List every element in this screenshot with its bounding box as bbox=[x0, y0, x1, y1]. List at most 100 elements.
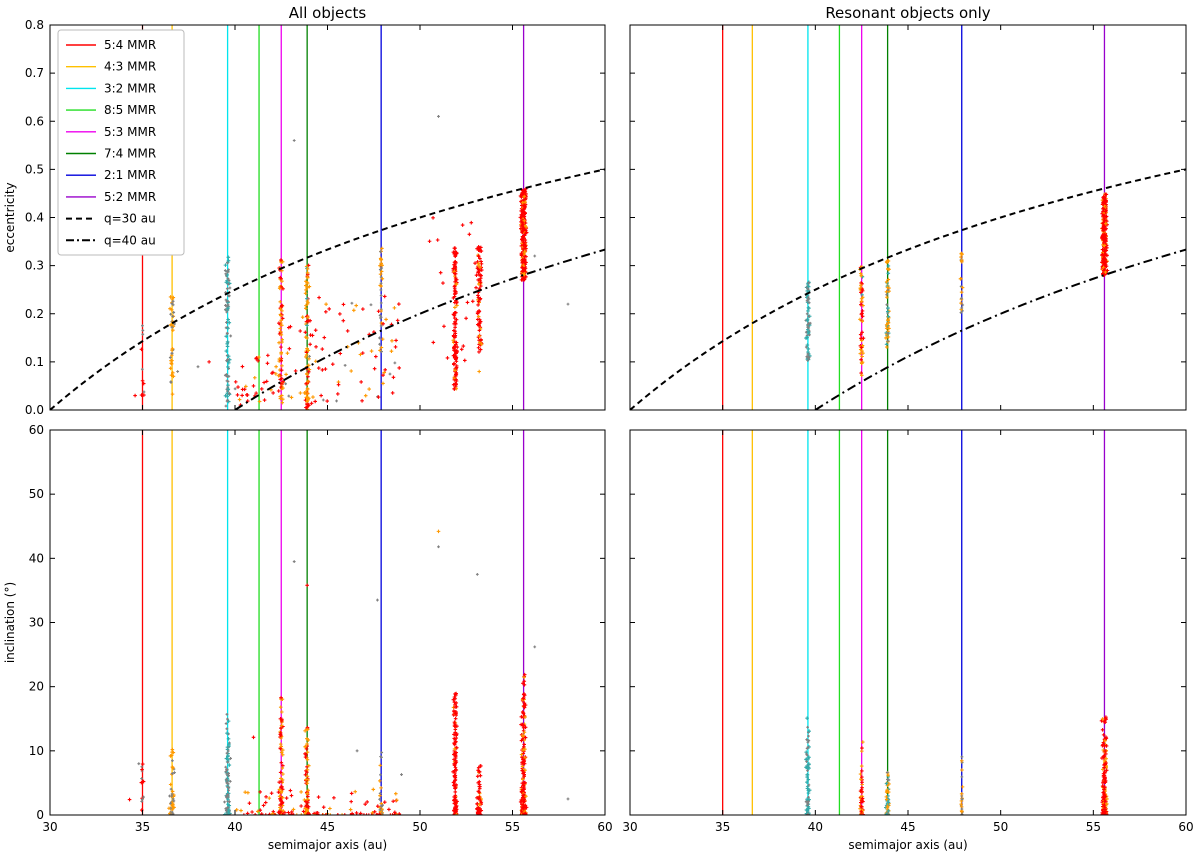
data-point bbox=[518, 194, 523, 198]
data-point bbox=[479, 245, 483, 250]
data-point bbox=[477, 328, 482, 333]
data-point bbox=[380, 350, 383, 353]
data-point bbox=[453, 761, 457, 766]
data-point bbox=[255, 809, 260, 814]
data-point bbox=[1101, 202, 1106, 207]
data-point bbox=[343, 363, 347, 367]
data-point bbox=[240, 393, 244, 398]
data-point bbox=[1104, 768, 1109, 773]
data-point bbox=[452, 808, 456, 813]
data-point bbox=[521, 734, 525, 738]
data-point bbox=[304, 777, 308, 782]
data-point bbox=[805, 335, 809, 340]
data-point bbox=[521, 799, 526, 804]
data-point bbox=[452, 313, 457, 318]
data-point bbox=[226, 365, 230, 369]
data-point bbox=[168, 295, 173, 299]
data-point bbox=[884, 812, 889, 815]
x-axis-label: semimajor axis (au) bbox=[848, 838, 967, 852]
data-point bbox=[453, 790, 458, 794]
data-point bbox=[283, 810, 287, 815]
data-point bbox=[306, 348, 311, 353]
data-point bbox=[267, 796, 272, 800]
data-point bbox=[365, 800, 369, 804]
data-point bbox=[478, 319, 483, 324]
data-point bbox=[271, 809, 276, 814]
data-point bbox=[381, 381, 385, 386]
data-point bbox=[142, 795, 145, 799]
data-point bbox=[311, 395, 315, 399]
data-point bbox=[171, 750, 176, 755]
data-point bbox=[805, 752, 808, 756]
data-point bbox=[226, 270, 229, 274]
data-point bbox=[306, 263, 311, 268]
panel-eccentricity-resonant-only: Resonant objects only bbox=[629, 4, 1187, 411]
data-point bbox=[885, 295, 889, 300]
data-point bbox=[807, 357, 811, 361]
data-point bbox=[807, 729, 811, 733]
data-point bbox=[393, 361, 397, 365]
data-point bbox=[226, 282, 230, 286]
data-point bbox=[262, 380, 266, 385]
data-point bbox=[522, 227, 526, 231]
data-point bbox=[281, 286, 285, 291]
data-point bbox=[453, 280, 457, 284]
data-point bbox=[336, 382, 341, 387]
data-point bbox=[304, 283, 308, 288]
data-point bbox=[139, 347, 144, 352]
data-point bbox=[477, 784, 482, 789]
data-point bbox=[1100, 717, 1105, 721]
data-point bbox=[476, 293, 480, 298]
data-point bbox=[289, 793, 294, 798]
data-point bbox=[242, 813, 246, 815]
data-point bbox=[860, 749, 864, 753]
data-point bbox=[229, 757, 232, 760]
legend-entry: 3:2 MMR bbox=[104, 81, 156, 95]
data-point bbox=[225, 731, 229, 736]
data-point bbox=[521, 235, 525, 239]
data-point bbox=[476, 299, 481, 304]
data-point bbox=[1103, 785, 1107, 790]
data-point bbox=[519, 212, 524, 217]
data-point bbox=[170, 302, 174, 305]
legend: 5:4 MMR 4:3 MMR 3:2 MMR 8:5 MMR 5:3 MMR 7:4 M… bbox=[57, 29, 185, 256]
legend-entry: 4:3 MMR bbox=[104, 60, 156, 74]
data-point bbox=[519, 209, 523, 213]
data-point bbox=[806, 740, 810, 744]
data-point bbox=[453, 311, 457, 315]
data-point bbox=[521, 240, 526, 245]
data-point bbox=[533, 645, 537, 649]
data-point bbox=[523, 188, 527, 192]
data-point bbox=[806, 777, 811, 782]
data-point bbox=[452, 246, 457, 250]
data-point bbox=[436, 529, 441, 534]
data-point bbox=[170, 810, 174, 814]
data-point bbox=[388, 813, 393, 815]
data-point bbox=[806, 287, 810, 291]
data-point bbox=[885, 789, 889, 793]
data-point bbox=[280, 364, 284, 368]
data-point bbox=[961, 303, 965, 307]
data-point bbox=[224, 722, 228, 725]
data-point bbox=[859, 338, 864, 343]
data-point bbox=[1103, 257, 1107, 262]
data-point bbox=[167, 806, 171, 811]
data-point bbox=[169, 312, 173, 316]
data-point bbox=[521, 793, 525, 797]
data-point bbox=[1102, 196, 1107, 201]
data-point bbox=[278, 705, 283, 709]
data-point bbox=[453, 322, 458, 326]
data-point bbox=[960, 755, 964, 759]
data-point bbox=[370, 811, 375, 815]
data-point bbox=[451, 770, 455, 774]
data-point bbox=[454, 377, 458, 382]
data-point bbox=[281, 772, 285, 776]
data-point bbox=[308, 333, 313, 337]
data-point bbox=[1101, 214, 1105, 218]
data-point bbox=[522, 786, 527, 790]
data-point bbox=[859, 283, 863, 288]
data-point bbox=[520, 768, 525, 773]
data-point bbox=[452, 736, 457, 741]
data-point bbox=[454, 300, 459, 305]
data-point bbox=[804, 330, 808, 334]
